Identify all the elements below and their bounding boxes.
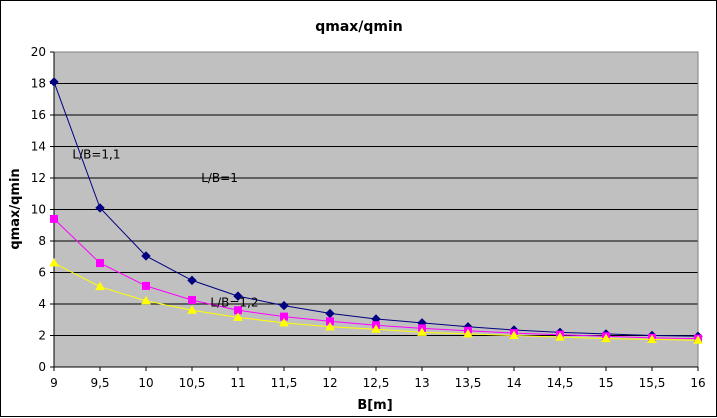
y-tick-label: 20	[31, 45, 46, 59]
data-point	[49, 258, 59, 267]
data-point	[279, 300, 289, 311]
y-tick-label: 4	[38, 297, 46, 311]
x-tick-label: 16	[690, 376, 705, 390]
y-tick-label: 2	[38, 329, 46, 343]
y-axis-title: qmax/qmin	[8, 168, 23, 249]
x-tick-label: 11	[230, 376, 245, 390]
x-tick-label: 15,5	[639, 376, 666, 390]
data-point	[693, 335, 703, 344]
data-point	[233, 291, 243, 301]
annotation-label: L/B=1,2	[210, 295, 258, 309]
y-tick-label: 18	[31, 77, 46, 91]
data-point	[95, 203, 105, 213]
series-group	[49, 77, 703, 344]
x-tick-label: 9,5	[90, 376, 109, 390]
data-point	[601, 333, 611, 343]
x-tick-label: 12	[322, 376, 337, 390]
y-tick-label: 16	[31, 108, 46, 122]
x-tick-label: 10	[138, 376, 153, 390]
data-point	[417, 327, 427, 336]
x-tick-label: 10,5	[179, 376, 206, 390]
x-tick-label: 14,5	[547, 376, 574, 390]
data-point	[187, 275, 197, 286]
annotations: L/B=1,1 L/B=1 L/B=1,2	[72, 147, 258, 309]
y-tick-label: 0	[38, 360, 46, 374]
data-point	[233, 312, 243, 321]
data-point	[49, 77, 59, 87]
data-point	[325, 321, 335, 331]
data-point	[50, 214, 58, 223]
axes	[50, 51, 699, 371]
x-tick-label: 11,5	[271, 376, 298, 390]
x-axis-title: B[m]	[357, 398, 392, 413]
data-point	[371, 324, 381, 333]
data-point	[187, 305, 197, 314]
y-tick-label: 12	[31, 171, 46, 185]
chart-title: qmax/qmin	[315, 19, 403, 35]
x-tick-label: 13	[414, 376, 429, 390]
data-point	[96, 259, 104, 268]
data-point	[647, 334, 657, 343]
data-point	[95, 281, 105, 291]
y-tick-label: 10	[31, 203, 46, 217]
annotation-label: L/B=1,1	[72, 147, 120, 161]
y-tick-label: 14	[31, 140, 46, 154]
x-tick-label: 15	[598, 376, 613, 390]
x-tick-label: 13,5	[455, 376, 482, 390]
y-tick-label: 6	[38, 266, 46, 280]
data-point	[141, 295, 151, 305]
x-tick-label: 14	[506, 376, 521, 390]
data-point	[141, 251, 151, 261]
y-tick-label: 8	[38, 234, 46, 248]
annotation-label: L/B=1	[201, 171, 238, 185]
data-point	[279, 317, 289, 327]
x-tick-label: 9	[50, 376, 58, 390]
data-point	[188, 296, 196, 305]
tick-labels: 0 2 4 6 8 10 12 14 16 18 20 9 9,5 10 10,5 11 11,5 12 12,5 1…	[31, 45, 706, 390]
data-point	[142, 281, 150, 290]
data-point	[555, 332, 565, 341]
data-point	[463, 328, 473, 338]
data-point	[509, 330, 519, 339]
x-tick-label: 12,5	[363, 376, 390, 390]
